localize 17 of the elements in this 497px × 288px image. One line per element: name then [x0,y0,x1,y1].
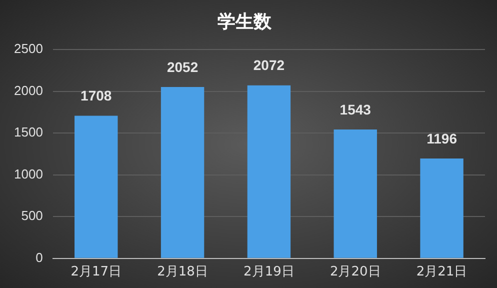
x-tick-label: 2月17日 [70,264,122,280]
data-label: 1196 [426,130,458,146]
data-label: 2072 [253,57,285,74]
y-tick-label: 2000 [14,82,43,98]
chart-title: 学生数 [218,11,272,32]
data-label: 1708 [80,88,112,104]
y-tick-label: 0 [36,250,43,265]
data-label: 1543 [340,101,372,118]
x-tick-label: 2月19日 [244,264,294,280]
y-tick-label: 1500 [14,124,43,140]
x-tick-label: 2月21日 [416,264,468,280]
y-tick-label: 1000 [14,166,43,182]
y-tick-label: 2500 [14,41,43,56]
x-tick-label: 2月20日 [330,264,381,280]
x-tick-label: 2月18日 [157,264,208,280]
y-tick-label: 500 [21,208,43,224]
data-label: 2052 [166,58,198,75]
